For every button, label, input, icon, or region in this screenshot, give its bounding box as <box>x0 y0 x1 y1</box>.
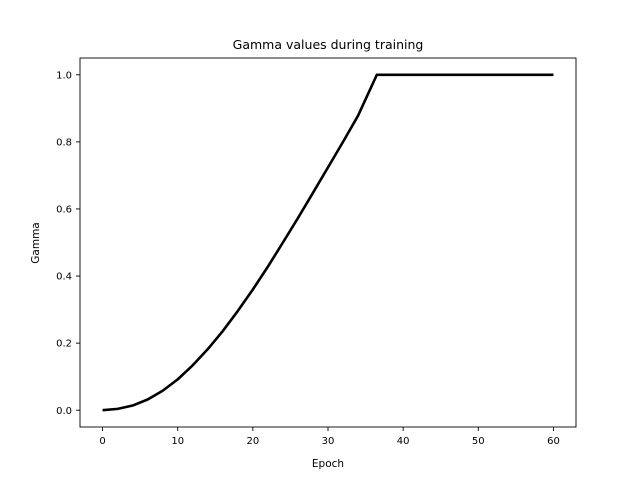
x-tick-label: 10 <box>171 436 184 447</box>
x-tick-label: 50 <box>472 436 485 447</box>
y-tick-label: 0.8 <box>56 137 72 148</box>
x-tick-label: 30 <box>322 436 335 447</box>
series-line-0 <box>102 73 554 412</box>
y-axis-label: Gamma <box>30 222 42 263</box>
y-tick-label: 0.6 <box>56 205 72 216</box>
x-axis-label: Epoch <box>312 458 344 470</box>
y-tick-label: 0.0 <box>56 406 72 417</box>
x-tick-label: 0 <box>99 436 105 447</box>
x-axis: 0 10 20 30 40 50 60 <box>99 427 560 447</box>
y-tick-label: 1.0 <box>56 70 72 81</box>
y-axis: 0.0 0.2 0.4 0.6 0.8 1.0 <box>56 70 80 417</box>
y-tick-label: 0.2 <box>56 339 72 350</box>
x-tick-label: 20 <box>246 436 259 447</box>
x-tick-label: 40 <box>397 436 410 447</box>
x-tick-label: 60 <box>547 436 560 447</box>
y-tick-label: 0.4 <box>56 272 72 283</box>
chart-title: Gamma values during training <box>233 37 424 52</box>
